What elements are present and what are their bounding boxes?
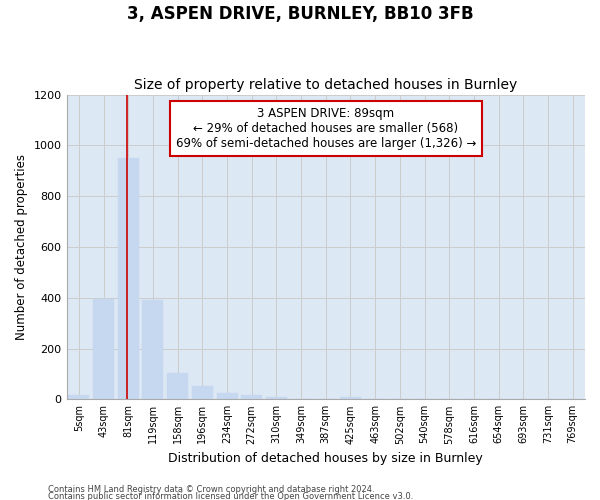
Bar xyxy=(142,300,163,400)
Bar xyxy=(340,397,361,400)
Bar xyxy=(68,396,89,400)
Text: 3 ASPEN DRIVE: 89sqm
← 29% of detached houses are smaller (568)
69% of semi-deta: 3 ASPEN DRIVE: 89sqm ← 29% of detached h… xyxy=(176,106,476,150)
X-axis label: Distribution of detached houses by size in Burnley: Distribution of detached houses by size … xyxy=(169,452,483,465)
Y-axis label: Number of detached properties: Number of detached properties xyxy=(15,154,28,340)
Text: Contains HM Land Registry data © Crown copyright and database right 2024.: Contains HM Land Registry data © Crown c… xyxy=(48,486,374,494)
Bar xyxy=(93,299,114,400)
Text: 3, ASPEN DRIVE, BURNLEY, BB10 3FB: 3, ASPEN DRIVE, BURNLEY, BB10 3FB xyxy=(127,5,473,23)
Bar xyxy=(118,158,139,400)
Bar xyxy=(241,396,262,400)
Bar xyxy=(167,372,188,400)
Bar xyxy=(192,386,213,400)
Bar xyxy=(217,393,238,400)
Title: Size of property relative to detached houses in Burnley: Size of property relative to detached ho… xyxy=(134,78,517,92)
Text: Contains public sector information licensed under the Open Government Licence v3: Contains public sector information licen… xyxy=(48,492,413,500)
Bar xyxy=(266,397,287,400)
